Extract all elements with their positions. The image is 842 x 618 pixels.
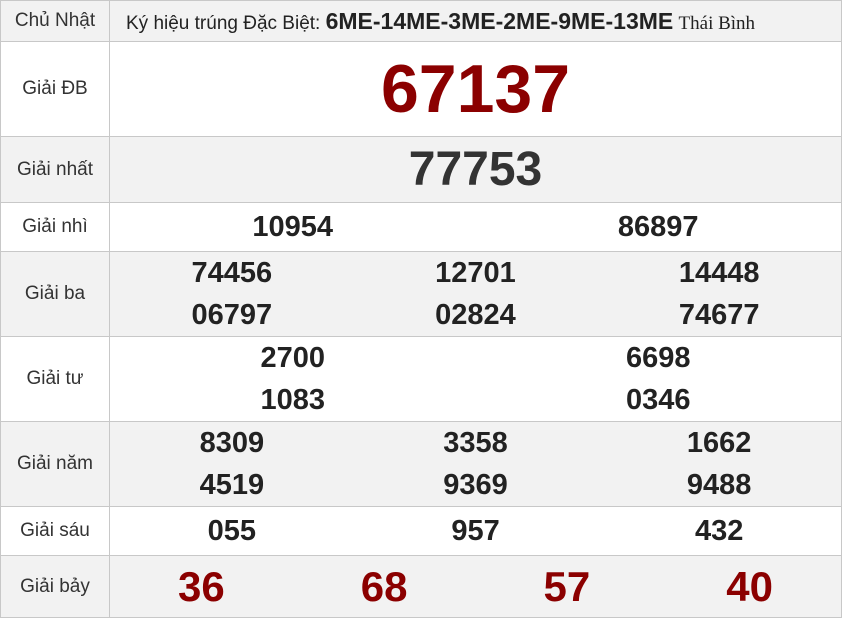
prize-label: Giải nhất [0, 136, 110, 203]
prize-row-ba: Giải ba 74456 12701 14448 06797 02824 74677 [0, 251, 842, 337]
prize-label: Giải ĐB [0, 41, 110, 137]
prize-number: 0346 [625, 384, 691, 416]
prize-label: Giải sáu [0, 506, 110, 556]
prize-number: 40 [726, 562, 773, 610]
prize-number: 57 [543, 562, 591, 610]
prize-label: Giải bảy [0, 555, 110, 618]
prize-row-nam: Giải năm 8309 3358 1662 4519 9369 9488 [0, 421, 842, 507]
prize-row-sau: Giải sáu 055 957 432 [0, 506, 842, 556]
special-symbols: Ký hiệu trúng Đặc Biệt: 6ME-14ME-3ME-2ME… [109, 0, 842, 42]
prize-number: 12701 [435, 257, 516, 289]
prize-number: 68 [360, 562, 408, 610]
prize-number: 74677 [678, 299, 760, 331]
prize-row-tu: Giải tư 2700 6698 1083 0346 [0, 336, 842, 422]
prize-number: 055 [207, 514, 257, 547]
prize-number: 02824 [435, 299, 516, 331]
prize-number: 10954 [252, 210, 334, 243]
prize-number: 77753 [109, 136, 842, 203]
header-row: Chủ Nhật Ký hiệu trúng Đặc Biệt: 6ME-14M… [0, 0, 842, 42]
prize-number: 86897 [617, 210, 699, 243]
symbol-label: Ký hiệu trúng Đặc Biệt: [126, 12, 321, 34]
prize-number: 06797 [191, 299, 273, 331]
prize-number: 1662 [686, 427, 752, 459]
prize-number: 74456 [191, 257, 273, 289]
prize-number: 8309 [199, 427, 265, 459]
prize-row-db: Giải ĐB 67137 [0, 41, 842, 137]
prize-label: Giải nhì [0, 202, 110, 252]
day-label: Chủ Nhật [0, 0, 110, 42]
prize-row-nhat: Giải nhất 77753 [0, 136, 842, 203]
prize-number: 3358 [443, 427, 508, 459]
prize-label: Giải ba [0, 251, 110, 337]
prize-number: 1083 [260, 384, 325, 416]
prize-number: 9369 [443, 469, 508, 501]
prize-number: 6698 [625, 342, 691, 374]
prize-number: 2700 [260, 342, 325, 374]
prize-row-nhi: Giải nhì 10954 86897 [0, 202, 842, 252]
prize-number: 14448 [678, 257, 760, 289]
prize-number: 4519 [199, 469, 265, 501]
prize-number: 9488 [686, 469, 752, 501]
prize-number: 36 [178, 562, 225, 610]
prize-label: Giải năm [0, 421, 110, 507]
province: Thái Bình [678, 12, 756, 34]
symbol-codes: 6ME-14ME-3ME-2ME-9ME-13ME [325, 7, 674, 34]
prize-label: Giải tư [0, 336, 110, 422]
prize-number: 67137 [109, 41, 842, 137]
prize-number: 957 [451, 514, 500, 547]
prize-number: 432 [694, 514, 744, 547]
prize-row-bay: Giải bảy 36 68 57 40 [0, 555, 842, 618]
